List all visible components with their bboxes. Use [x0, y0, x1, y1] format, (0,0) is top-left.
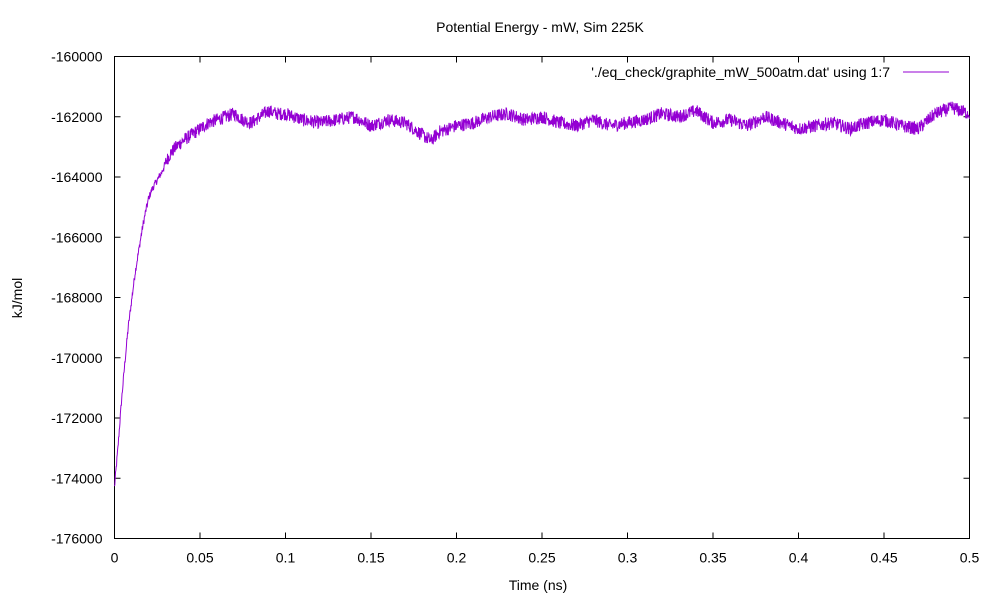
x-tick-label: 0.4 — [789, 550, 809, 566]
x-tick-label: 0.35 — [699, 550, 726, 566]
x-tick-label: 0.2 — [447, 550, 467, 566]
x-tick-label: 0.05 — [186, 550, 213, 566]
y-tick-label: -160000 — [51, 49, 103, 65]
x-tick-label: 0.5 — [960, 550, 980, 566]
x-tick-label: 0.15 — [357, 550, 384, 566]
x-tick-label: 0.3 — [618, 550, 638, 566]
x-axis-label: Time (ns) — [509, 577, 568, 593]
y-tick-label: -164000 — [51, 169, 103, 185]
y-tick-label: -168000 — [51, 290, 103, 306]
legend: './eq_check/graphite_mW_500atm.dat' usin… — [591, 64, 949, 80]
y-tick-label: -162000 — [51, 109, 103, 125]
y-tick-label: -176000 — [51, 531, 103, 547]
y-tick-label: -172000 — [51, 410, 103, 426]
y-axis: -176000 -174000 -172000 -170000 -168000 -1660… — [51, 49, 970, 547]
legend-label: './eq_check/graphite_mW_500atm.dat' usin… — [591, 64, 890, 80]
y-tick-label: -170000 — [51, 350, 103, 366]
x-tick-label: 0.25 — [528, 550, 555, 566]
y-tick-label: -166000 — [51, 229, 103, 245]
y-tick-label: -174000 — [51, 470, 103, 486]
x-axis: 0 0.05 0.1 0.15 0.2 0.25 0.3 0.35 0.4 0.45 0.5 — [111, 56, 980, 566]
chart-title: Potential Energy - mW, Sim 225K — [436, 19, 644, 35]
x-tick-label: 0.1 — [276, 550, 296, 566]
y-axis-label: kJ/mol — [9, 278, 25, 318]
x-tick-label: 0 — [111, 550, 119, 566]
series-line-potential-energy — [114, 101, 970, 487]
x-tick-label: 0.45 — [870, 550, 897, 566]
